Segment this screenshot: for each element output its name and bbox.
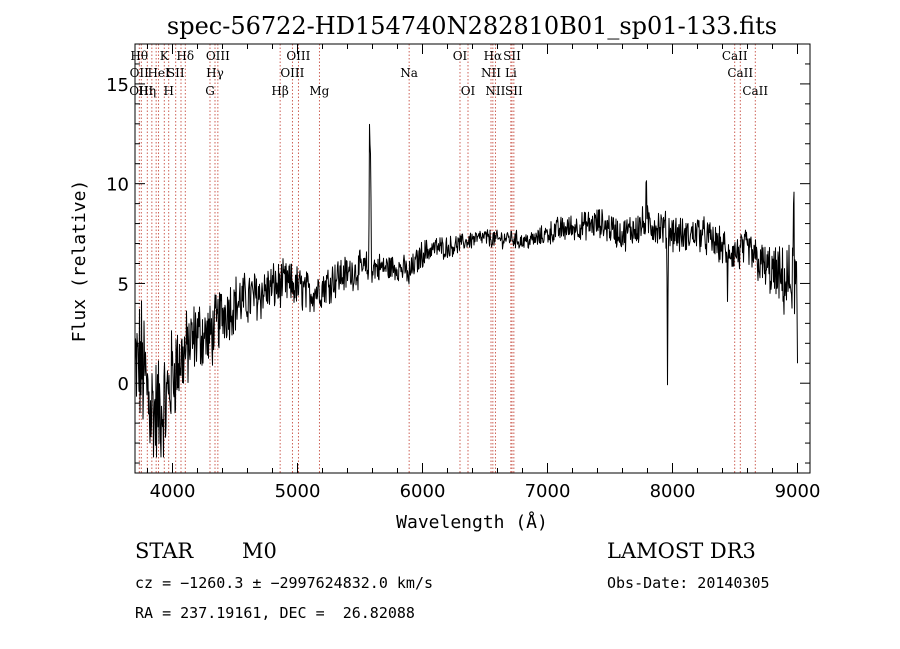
line-label: HeI [147,66,170,80]
y-tick-label: 15 [106,75,129,96]
x-tick-label: 4000 [150,481,196,502]
line-label: G [205,84,215,98]
chart-title: spec-56722-HD154740N282810B01_sp01-133.f… [167,12,777,40]
line-label: Hθ [130,49,148,63]
line-label: CaII [742,84,768,98]
survey-name: LAMOST DR3 [607,539,756,563]
line-label: CaII [722,49,748,63]
x-tick-label: 7000 [525,481,571,502]
redshift-readout: cz = −1260.3 ± −2997624832.0 km/s [135,574,434,592]
line-label: OI [461,84,476,98]
x-tick-label: 8000 [650,481,696,502]
coordinates: RA = 237.19161, DEC = 26.82088 [135,604,415,622]
line-label: OIII [206,49,230,63]
line-label: Hδ [176,49,194,63]
axis-ticks: 4000 5000 6000 7000 8000 9000 0 5 10 15 [106,44,820,502]
y-tick-label: 0 [118,374,129,395]
line-label: OIII [286,49,310,63]
line-label: NII [481,66,501,80]
obs-date: Obs-Date: 20140305 [607,574,770,592]
line-label: OIII [129,84,153,98]
line-label: Hη [138,84,156,98]
y-tick-label: 5 [118,274,129,295]
x-tick-label: 9000 [775,481,821,502]
line-label: SII [505,84,523,98]
y-tick-label: 10 [106,175,129,196]
line-label: Mg [309,84,329,98]
object-subclass: M0 [242,539,277,563]
plot-frame [134,43,811,474]
line-label: OII [130,66,150,80]
line-label: Hγ [206,66,224,80]
line-label: NII [485,84,505,98]
spectrum-line-layer [134,123,798,458]
line-label: Na [400,66,418,80]
x-axis-label: Wavelength (Å) [396,511,548,533]
object-type: STAR [135,539,194,563]
line-label-layer: HθOIIOIIIHηHeIKHSIIHδGHγOIIIHβOIIIOIIIMg… [129,49,768,98]
line-label: H [164,84,174,98]
line-label: SII [503,49,521,63]
line-label: K [160,49,170,63]
line-label: Li [505,66,517,80]
line-label: Hα [484,49,503,63]
y-axis-label: Flux (relative) [69,180,90,343]
x-tick-label: 6000 [400,481,446,502]
line-label: Hβ [271,84,288,98]
line-label: OI [453,49,468,63]
x-tick-label: 5000 [275,481,321,502]
line-label: SII [167,66,185,80]
spectrum-series-line [134,123,798,458]
line-label: OIII [280,66,304,80]
line-label: CaII [727,66,753,80]
line-marker-layer [138,44,756,473]
